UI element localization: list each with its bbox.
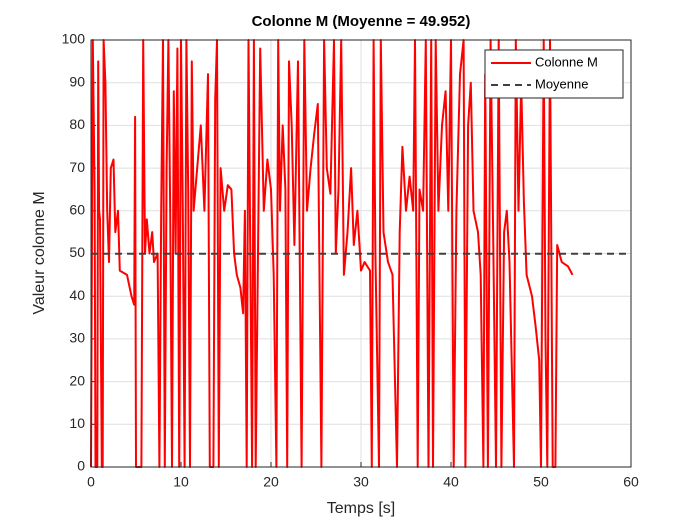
axes-box: [90, 39, 632, 468]
y-tick-label: 90: [69, 73, 85, 89]
y-tick-label: 20: [69, 372, 85, 388]
y-tick-label: 70: [69, 159, 85, 175]
x-tick-label: 0: [87, 474, 95, 490]
y-tick-label: 10: [69, 415, 85, 431]
x-tick-label: 20: [263, 474, 279, 490]
x-axis-label: Temps [s]: [327, 500, 395, 517]
y-axis-label: Valeur colonne M: [31, 191, 48, 314]
x-tick-label: 40: [443, 474, 459, 490]
legend-label: Colonne M: [535, 54, 598, 69]
x-tick-label: 50: [533, 474, 549, 490]
y-tick-label: 80: [69, 116, 85, 132]
legend: Colonne M Moyenne: [484, 49, 624, 99]
y-tick-label: 40: [69, 287, 85, 303]
x-tick-label: 10: [173, 474, 189, 490]
y-tick-label: 60: [69, 202, 85, 218]
x-tick-label: 60: [623, 474, 639, 490]
y-tick-label: 0: [77, 458, 85, 474]
legend-box: [484, 49, 624, 99]
y-tick-label: 50: [69, 244, 85, 260]
data-line: [90, 39, 574, 468]
legend-label: Moyenne: [535, 76, 588, 91]
chart-title: Colonne M (Moyenne = 49.952): [252, 13, 471, 30]
y-tick-label: 100: [62, 31, 86, 47]
y-tick-label: 30: [69, 330, 85, 346]
x-tick-label: 30: [353, 474, 369, 490]
